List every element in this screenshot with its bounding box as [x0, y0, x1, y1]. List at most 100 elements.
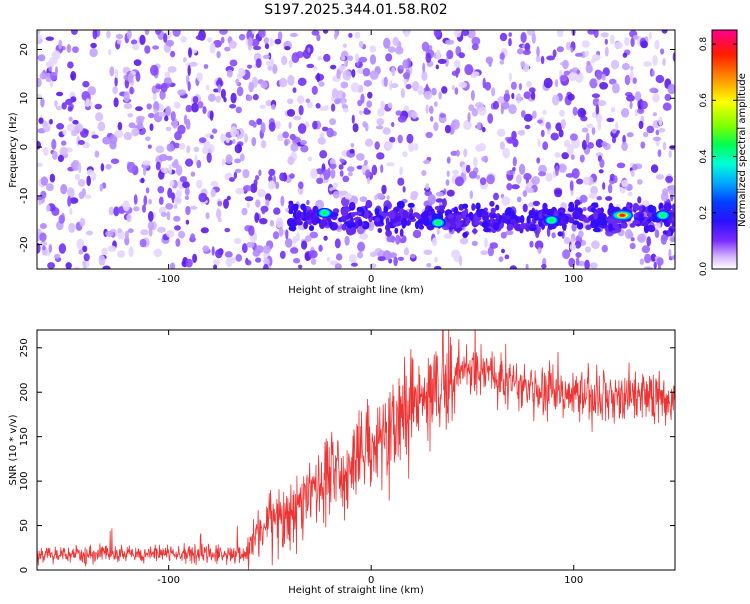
heatmap-cell — [258, 169, 262, 177]
heatmap-band-cell — [292, 203, 299, 213]
heatmap-cell — [290, 143, 299, 152]
heatmap-cell — [213, 88, 220, 93]
heatmap-cell — [426, 263, 432, 268]
heatmap-cell — [263, 257, 270, 266]
heatmap-cell — [128, 246, 134, 258]
heatmap-cell — [298, 105, 304, 116]
heatmap-cell — [524, 42, 531, 52]
heatmap-cell — [611, 128, 617, 134]
heatmap-cell — [66, 123, 76, 132]
heatmap-cell — [632, 163, 638, 171]
heatmap-cell — [210, 180, 219, 187]
heatmap-cell — [323, 53, 331, 62]
heatmap-cell — [621, 63, 630, 71]
heatmap-cell — [441, 86, 448, 94]
heatmap-cell — [185, 205, 191, 216]
heatmap-x-tick-label: -100 — [157, 274, 180, 285]
heatmap-cell — [443, 233, 453, 239]
heatmap-cell — [40, 97, 45, 108]
heatmap-cell — [528, 187, 534, 194]
heatmap-cell — [174, 131, 182, 141]
heatmap-cell — [543, 77, 553, 89]
heatmap-band-cell — [529, 223, 537, 228]
heatmap-cell — [127, 228, 134, 233]
figure-title: S197.2025.344.01.58.R02 — [264, 2, 447, 18]
heatmap-band-cell — [504, 209, 512, 216]
heatmap-cell — [206, 152, 212, 163]
heatmap-x-axis: -100 0 100 — [157, 30, 583, 285]
heatmap-cell — [255, 245, 264, 254]
heatmap-cell — [153, 109, 158, 114]
heatmap-cell — [143, 166, 147, 176]
heatmap-cell — [124, 230, 129, 240]
heatmap-cell — [253, 179, 258, 187]
heatmap-cell — [182, 57, 187, 63]
heatmap-cell — [656, 257, 664, 266]
heatmap-cell — [649, 87, 658, 94]
heatmap-cell — [582, 207, 587, 212]
heatmap-cell — [389, 252, 397, 259]
heatmap-cell — [392, 36, 400, 47]
heatmap-cell — [611, 136, 617, 144]
heatmap-cell — [71, 30, 78, 35]
heatmap-band-cell — [632, 219, 641, 225]
heatmap-cell — [356, 67, 365, 75]
heatmap-cell — [298, 181, 304, 189]
heatmap-band-cell — [580, 213, 584, 219]
heatmap-cell — [592, 98, 600, 107]
heatmap-hotspot — [619, 213, 625, 217]
heatmap-cell — [229, 177, 235, 182]
heatmap-cell — [316, 34, 321, 42]
heatmap-band-cell — [423, 218, 430, 227]
heatmap-cell — [512, 167, 516, 172]
heatmap-cell — [662, 141, 667, 151]
heatmap-cell — [363, 80, 372, 87]
heatmap-cell — [245, 259, 252, 266]
heatmap-band-cell — [671, 217, 675, 222]
heatmap-band-cell — [593, 211, 598, 220]
heatmap-cell — [546, 55, 555, 61]
heatmap-cell — [572, 106, 578, 116]
heatmap-cell — [297, 123, 307, 134]
heatmap-cell — [82, 245, 88, 253]
heatmap-cell — [287, 98, 294, 105]
heatmap-cell — [313, 66, 318, 71]
heatmap-band-cell — [396, 200, 405, 209]
heatmap-cell — [62, 129, 67, 136]
heatmap-cell — [454, 30, 462, 38]
heatmap-cell — [175, 238, 181, 247]
heatmap-band-cell — [507, 223, 514, 231]
heatmap-cell — [184, 195, 190, 201]
heatmap-cell — [437, 58, 447, 64]
heatmap-cell — [311, 85, 318, 95]
heatmap-cell — [37, 54, 46, 62]
heatmap-cell — [367, 177, 371, 185]
heatmap-cell — [305, 235, 312, 242]
heatmap-cell — [433, 265, 442, 269]
heatmap-cell — [78, 249, 84, 255]
heatmap-cell — [591, 127, 596, 135]
heatmap-cell — [39, 72, 47, 80]
heatmap-cell — [259, 218, 268, 225]
heatmap-cell — [187, 65, 191, 76]
heatmap-cell — [306, 101, 313, 109]
heatmap-band-cell — [374, 217, 381, 222]
heatmap-cell — [61, 140, 67, 146]
heatmap-cell — [402, 72, 410, 80]
heatmap-cell — [83, 253, 90, 262]
heatmap-cell — [591, 240, 600, 250]
heatmap-cell — [319, 132, 325, 139]
heatmap-cell — [340, 55, 346, 61]
heatmap-cell — [213, 39, 222, 48]
heatmap-cell — [655, 129, 660, 136]
heatmap-cell — [586, 60, 591, 66]
heatmap-cell — [127, 72, 134, 84]
heatmap-cell — [185, 118, 191, 130]
snr-panel: -100 0 100 0 50 100 150 200 250 Height of strai… — [8, 329, 676, 596]
heatmap-cell — [265, 193, 272, 202]
heatmap-cell — [393, 256, 398, 267]
heatmap-band-cell — [297, 218, 302, 223]
heatmap-cell — [233, 237, 242, 245]
heatmap-band-cell — [574, 199, 581, 206]
heatmap-cell — [293, 257, 301, 264]
